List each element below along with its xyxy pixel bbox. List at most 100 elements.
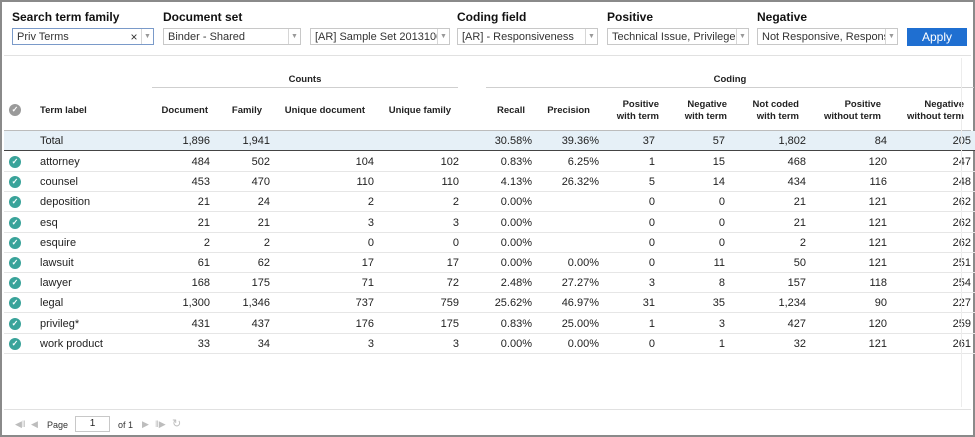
- document-set-value[interactable]: Binder - Shared: [168, 30, 246, 43]
- sample-set-value[interactable]: [AR] Sample Set 2013100: [315, 30, 437, 43]
- total-label: Total: [40, 135, 64, 147]
- cell-pos-without: 120: [868, 156, 887, 168]
- table-row[interactable]: ✓ counsel 453 470 110 110 4.13% 26.32% 5 14 434 116…: [4, 172, 975, 193]
- cell-recall: 0.83%: [500, 317, 532, 330]
- page-count-label: of 1: [118, 420, 134, 430]
- cell-recall: 0.00%: [500, 216, 532, 229]
- cell-document: 168: [191, 277, 210, 290]
- cell-unique-family: 72: [446, 277, 459, 290]
- cell-document: 1,300: [182, 297, 210, 310]
- cell-document: 61: [197, 257, 210, 269]
- table-row[interactable]: ✓ lawsuit 61 62 17 17 0.00% 0.00% 0 11 50 121 251: [4, 253, 975, 273]
- refresh-icon[interactable]: ↻: [172, 418, 182, 430]
- col-recall[interactable]: Recall: [497, 105, 525, 116]
- table-row[interactable]: ✓ attorney 484 502 104 102 0.83% 6.25% 1 15 468 120…: [4, 152, 975, 172]
- cell-pos-without: 90: [874, 297, 887, 310]
- clear-icon[interactable]: ×: [130, 29, 138, 44]
- cell-neg-without: 227: [894, 293, 971, 313]
- apply-button[interactable]: Apply: [907, 28, 967, 46]
- positive-value[interactable]: Technical Issue, Privilege -: [612, 30, 736, 43]
- cell-label: attorney: [40, 156, 80, 168]
- cell-not-coded: 157: [787, 277, 806, 290]
- col-not-coded-with-term-line2: with term: [756, 111, 799, 122]
- coding-field-label: Coding field: [457, 10, 527, 24]
- sample-set-select[interactable]: [AR] Sample Set 2013100 ▼: [310, 28, 450, 45]
- table-row[interactable]: ✓ privileg* 431 437 176 175 0.83% 25.00% 1 3 427 12…: [4, 314, 975, 334]
- scrollbar-track[interactable]: [961, 58, 962, 407]
- first-page-icon[interactable]: ◀‖: [15, 419, 26, 429]
- cell-pos-with: 0: [648, 236, 655, 249]
- table-row[interactable]: ✓ lawyer 168 175 71 72 2.48% 27.27% 3 8 157 118 254: [4, 273, 975, 294]
- cell-not-coded: 434: [787, 176, 806, 189]
- chevron-down-icon[interactable]: ▼: [585, 29, 597, 44]
- chevron-down-icon[interactable]: ▼: [736, 29, 748, 44]
- cell-recall: 0.00%: [500, 337, 532, 350]
- table-row[interactable]: ✓ deposition 21 24 2 2 0.00% 0 0 21 121 262: [4, 192, 975, 213]
- cell-family: 470: [251, 176, 270, 189]
- row-checkbox[interactable]: ✓: [9, 257, 21, 269]
- chevron-down-icon[interactable]: ▼: [885, 29, 897, 44]
- cell-pos-with: 1: [648, 317, 655, 330]
- row-checkbox[interactable]: ✓: [9, 277, 21, 290]
- positive-select[interactable]: Technical Issue, Privilege - ▼: [607, 28, 749, 45]
- col-negative-without-term[interactable]: Negative without term: [892, 99, 964, 123]
- negative-select[interactable]: Not Responsive, Responsi ▼: [757, 28, 898, 45]
- last-page-icon[interactable]: ‖▶: [155, 419, 166, 429]
- search-term-family-label: Search term family: [12, 10, 120, 24]
- cell-pos-without: 116: [869, 176, 887, 189]
- prev-page-icon[interactable]: ◀: [31, 419, 38, 429]
- table-row[interactable]: ✓ esq 21 21 3 3 0.00% 0 0 21 121 262: [4, 213, 975, 233]
- row-checkbox[interactable]: ✓: [9, 297, 21, 310]
- table-row[interactable]: ✓ legal 1,300 1,346 737 759 25.62% 46.97% 31 35 1,…: [4, 293, 975, 314]
- row-checkbox[interactable]: ✓: [9, 216, 21, 229]
- col-not-coded-with-term[interactable]: Not coded with term: [738, 99, 799, 123]
- cell-unique-family: 102: [440, 156, 459, 168]
- chevron-down-icon[interactable]: ▼: [141, 29, 153, 44]
- col-positive-without-term[interactable]: Positive without term: [808, 99, 881, 123]
- total-recall: 30.58%: [494, 135, 532, 147]
- table-row[interactable]: ✓ esquire 2 2 0 0 0.00% 0 0 2 121 262: [4, 233, 975, 253]
- cell-family: 34: [257, 337, 270, 350]
- total-document: 1,896: [182, 135, 210, 147]
- cell-precision: 6.25%: [567, 156, 599, 168]
- cell-unique-family: 2: [452, 196, 459, 209]
- next-page-icon[interactable]: ▶: [142, 419, 149, 429]
- row-checkbox[interactable]: ✓: [9, 236, 21, 249]
- col-term-label[interactable]: Term label: [40, 105, 87, 116]
- col-negative-without-term-line2: without term: [907, 111, 964, 122]
- select-all-checkbox[interactable]: ✓: [9, 104, 21, 116]
- cell-precision: [534, 233, 599, 253]
- cell-precision: 25.00%: [561, 317, 599, 330]
- cell-recall: 4.13%: [500, 176, 532, 189]
- col-unique-family[interactable]: Unique family: [388, 105, 451, 116]
- col-precision[interactable]: Precision: [547, 105, 590, 116]
- negative-value[interactable]: Not Responsive, Responsi: [762, 30, 885, 43]
- document-set-label: Document set: [163, 10, 243, 24]
- coding-field-select[interactable]: [AR] - Responsiveness ▼: [457, 28, 598, 45]
- cell-precision: [534, 213, 599, 233]
- cell-unique-document: 176: [355, 317, 374, 330]
- cell-pos-without: 121: [868, 257, 887, 269]
- row-checkbox[interactable]: ✓: [9, 156, 21, 168]
- total-negative-without: 205: [894, 131, 971, 151]
- cell-document: 21: [197, 196, 210, 209]
- col-family[interactable]: Family: [231, 105, 262, 116]
- row-checkbox[interactable]: ✓: [9, 176, 21, 189]
- search-term-family-value[interactable]: Priv Terms: [17, 30, 69, 43]
- row-checkbox[interactable]: ✓: [9, 337, 21, 350]
- row-checkbox[interactable]: ✓: [9, 196, 21, 209]
- row-checkbox[interactable]: ✓: [9, 317, 21, 330]
- coding-field-value[interactable]: [AR] - Responsiveness: [462, 30, 574, 43]
- chevron-down-icon[interactable]: ▼: [437, 29, 449, 44]
- chevron-down-icon[interactable]: ▼: [288, 29, 300, 44]
- col-unique-document[interactable]: Unique document: [284, 105, 365, 116]
- document-set-select[interactable]: Binder - Shared ▼: [163, 28, 301, 45]
- col-document[interactable]: Document: [161, 105, 208, 116]
- cell-unique-document: 2: [367, 196, 374, 209]
- search-term-family-combo[interactable]: Priv Terms × ▼: [12, 28, 154, 45]
- cell-neg-with: 1: [718, 337, 725, 350]
- col-negative-with-term[interactable]: Negative with term: [668, 99, 727, 123]
- page-number-input[interactable]: 1: [75, 416, 110, 432]
- col-positive-with-term[interactable]: Positive with term: [598, 99, 659, 123]
